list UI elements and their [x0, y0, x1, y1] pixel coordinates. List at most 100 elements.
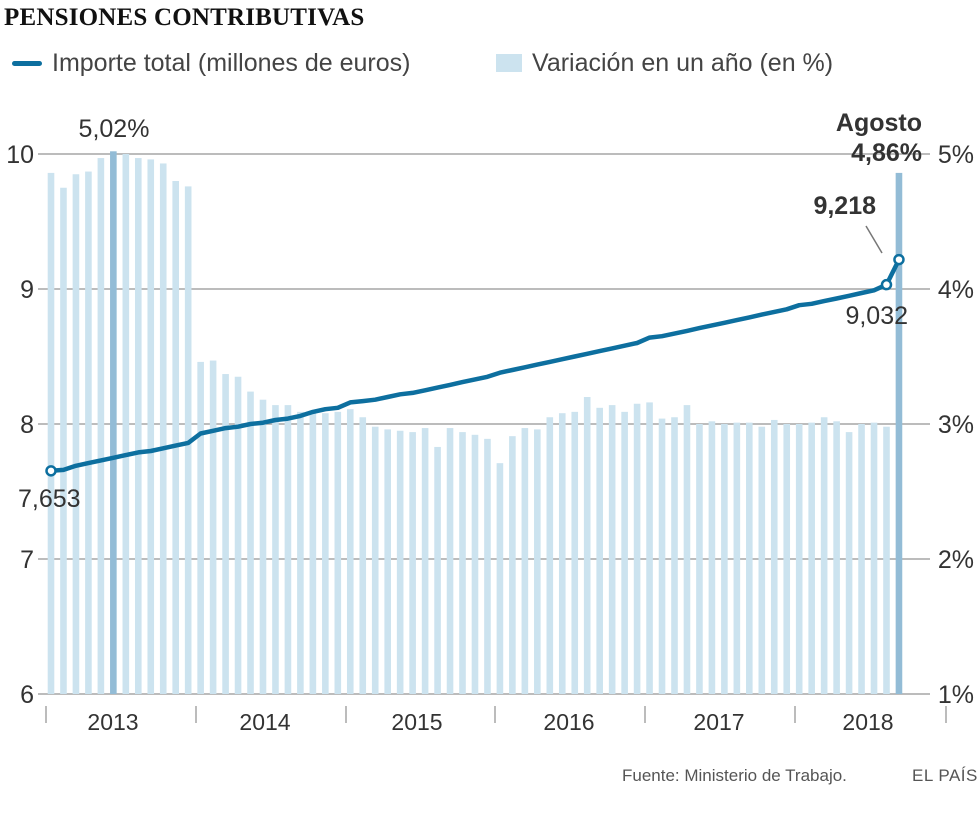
x-tick-label: 2015	[391, 709, 442, 735]
bar	[696, 424, 703, 694]
bar	[596, 407, 603, 694]
bar	[883, 426, 890, 694]
bar	[322, 413, 329, 694]
bar	[534, 429, 541, 694]
bar	[222, 374, 229, 694]
bar	[746, 422, 753, 694]
start-value-label: 7,653	[18, 485, 81, 513]
bar	[384, 429, 391, 694]
legend-item-bars: Variación en un año (en %)	[496, 48, 833, 78]
bar	[259, 399, 267, 694]
bar	[708, 421, 716, 694]
line-point	[880, 278, 893, 291]
x-tick-label: 2013	[87, 709, 138, 735]
bar	[733, 422, 741, 694]
bar	[546, 417, 554, 694]
bar	[272, 405, 279, 694]
bar	[671, 417, 678, 694]
bar	[858, 424, 865, 694]
bar	[234, 376, 242, 694]
bar	[496, 463, 504, 694]
bar	[571, 411, 579, 694]
right-tick-label: 4%	[938, 276, 974, 304]
x-tick-label: 2016	[543, 709, 594, 735]
bar	[334, 411, 342, 694]
bar	[795, 424, 803, 694]
line-point	[893, 253, 905, 266]
left-tick-label: 9	[20, 276, 34, 304]
bar	[558, 413, 566, 694]
bar	[297, 411, 304, 694]
bar	[446, 428, 454, 694]
bar	[197, 361, 204, 694]
series-line	[48, 257, 902, 474]
right-tick-label: 3%	[938, 411, 974, 439]
bar	[845, 432, 853, 694]
left-tick-label: 8	[20, 411, 34, 439]
bar	[396, 430, 404, 694]
bar	[621, 411, 628, 694]
bar	[471, 434, 479, 694]
legend-item-line: Importe total (millones de euros)	[12, 48, 410, 78]
bar	[110, 151, 117, 695]
bar	[284, 405, 292, 694]
legend-line-swatch	[12, 60, 42, 66]
bar	[833, 421, 840, 694]
bar	[658, 418, 666, 694]
line-point	[45, 465, 57, 477]
bar	[346, 409, 354, 694]
right-tick-label: 5%	[938, 141, 974, 169]
bar	[758, 426, 766, 694]
bar	[359, 417, 367, 694]
peak-percent-label: 5,02%	[79, 115, 150, 143]
x-tick-label: 2017	[693, 709, 744, 735]
bar	[134, 158, 142, 695]
bar	[633, 403, 641, 694]
bar	[159, 163, 167, 694]
bar	[521, 428, 529, 694]
bar	[721, 424, 728, 694]
bar	[783, 424, 791, 694]
bar	[72, 174, 80, 694]
bar	[122, 154, 130, 694]
bar	[147, 159, 155, 694]
left-tick-label: 7	[20, 546, 34, 574]
left-tick-label: 6	[20, 681, 34, 709]
bar	[509, 436, 516, 694]
legend-bar-swatch	[496, 54, 522, 72]
bar	[683, 405, 691, 694]
legend-bar-label: Variación en un año (en %)	[532, 48, 834, 77]
bar	[459, 432, 466, 694]
brand-logo-text: EL PAÍS	[912, 766, 978, 785]
bar	[209, 360, 217, 694]
bar	[97, 158, 105, 695]
bar	[371, 426, 379, 694]
bar	[820, 417, 828, 694]
bar	[484, 438, 491, 694]
legend-line-label: Importe total (millones de euros)	[52, 48, 411, 77]
chart-title: PENSIONES CONTRIBUTIVAS	[4, 4, 365, 31]
bar	[434, 446, 441, 694]
bar	[409, 432, 416, 694]
last-value-label: 9,218	[813, 192, 876, 220]
last-value-leader	[865, 225, 883, 254]
prev-value-label: 9,032	[845, 302, 908, 330]
bar	[421, 428, 429, 694]
bar	[646, 402, 653, 694]
bar	[770, 419, 778, 694]
bar	[60, 187, 67, 694]
bar	[895, 172, 903, 694]
x-tick-label: 2018	[842, 709, 893, 735]
x-tick-label: 2014	[239, 709, 290, 735]
last-percent-label: 4,86%	[851, 139, 922, 167]
bar	[870, 422, 878, 694]
source-note: Fuente: Ministerio de Trabajo.	[622, 766, 847, 785]
month-label: Agosto	[836, 109, 922, 137]
bar	[172, 181, 179, 694]
bar	[85, 171, 92, 695]
bar	[247, 391, 254, 694]
right-tick-label: 2%	[938, 546, 974, 574]
bar	[583, 397, 591, 694]
bar	[808, 422, 815, 694]
